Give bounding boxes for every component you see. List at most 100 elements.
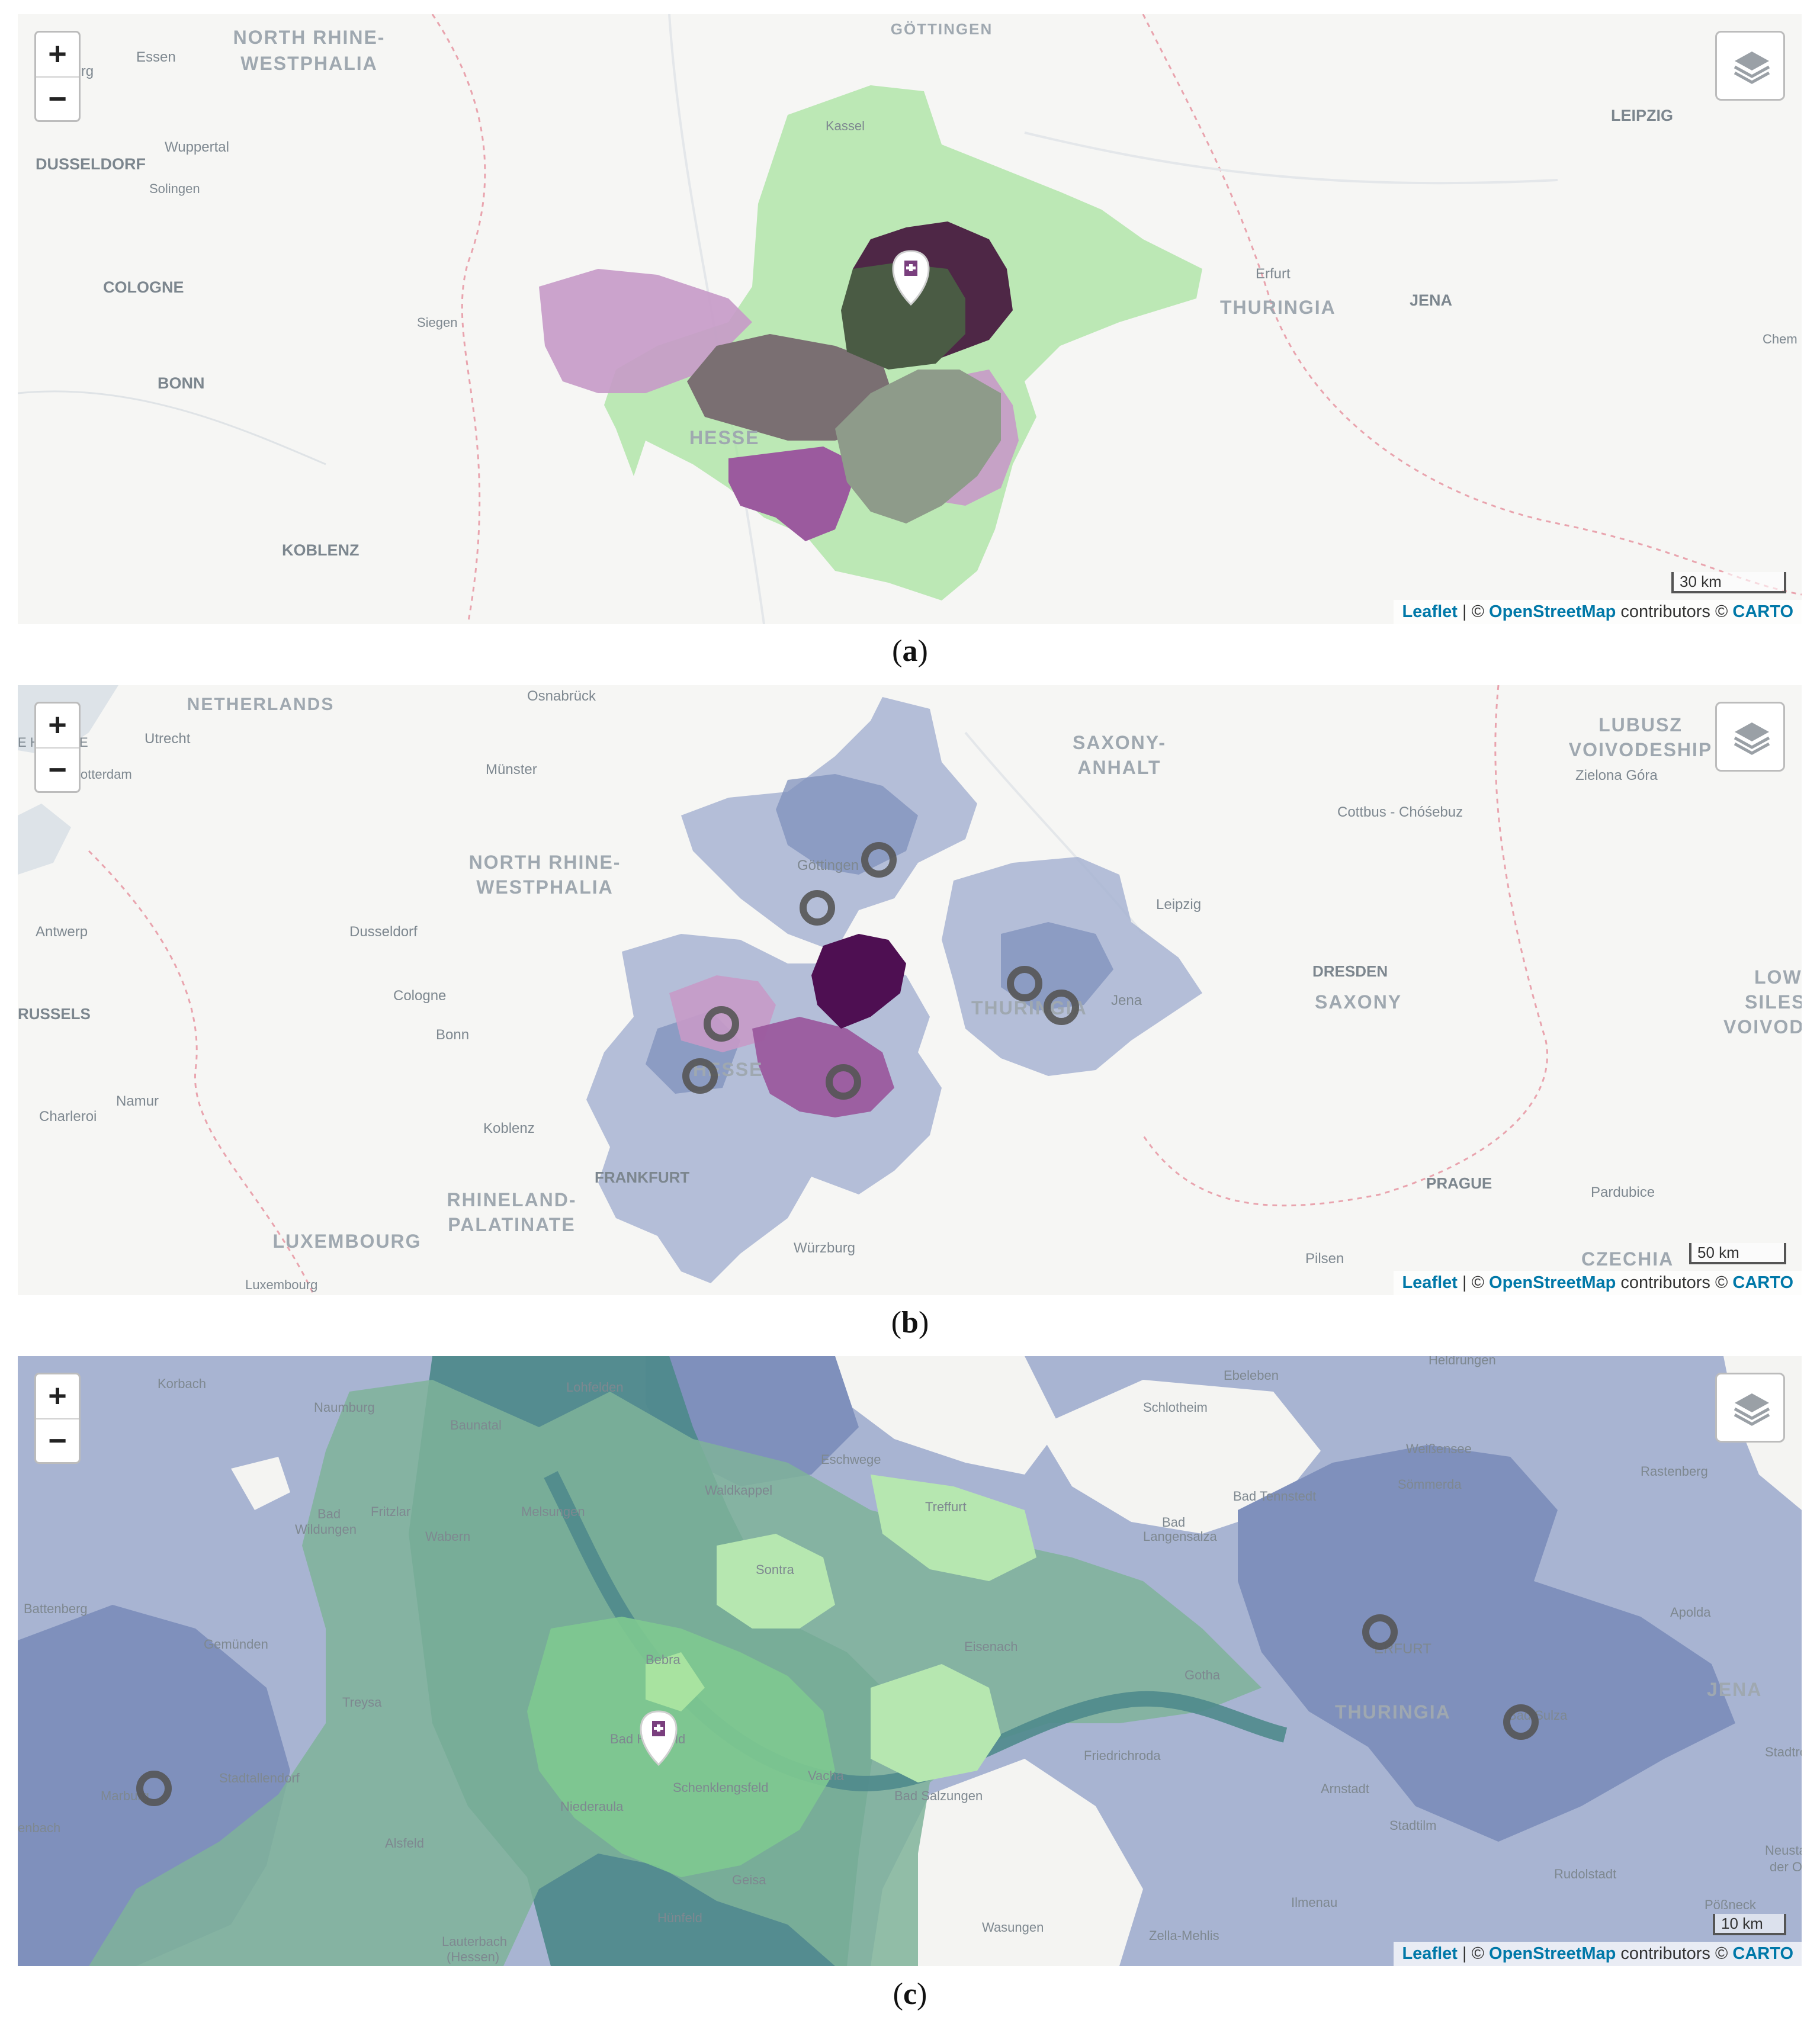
ring-marker-icon[interactable] xyxy=(1503,1704,1539,1740)
scale-bar: 50 km xyxy=(1689,1243,1786,1264)
place-label: VOIVOD xyxy=(1723,1016,1802,1038)
place-label: Naumburg xyxy=(314,1400,375,1415)
carto-link[interactable]: CARTO xyxy=(1732,1944,1793,1963)
place-label: Cottbus - Chóśebuz xyxy=(1337,804,1463,820)
attribution-text: | © xyxy=(1457,1273,1490,1292)
ring-marker-icon[interactable] xyxy=(826,1064,861,1100)
place-label: Stadtallendorf xyxy=(219,1771,300,1785)
ring-marker-icon[interactable] xyxy=(1007,966,1042,1001)
place-label: Pardubice xyxy=(1591,1184,1655,1200)
place-label: Treffurt xyxy=(925,1499,967,1514)
place-label: WESTPHALIA xyxy=(240,53,378,74)
place-label: Pilsen xyxy=(1305,1251,1344,1267)
place-label: Weißensee xyxy=(1406,1441,1472,1456)
caption-b: (b) xyxy=(891,1306,929,1340)
attribution-text: | © xyxy=(1457,602,1490,621)
place-label: Neustad xyxy=(1765,1843,1802,1858)
place-label: Lohfelden xyxy=(566,1380,624,1395)
place-label: Langensalza xyxy=(1143,1529,1218,1544)
ring-marker-icon[interactable] xyxy=(136,1771,172,1806)
layers-icon xyxy=(1734,52,1770,84)
ring-marker-icon[interactable] xyxy=(682,1058,718,1094)
place-label: LUXEMBOURG xyxy=(272,1231,421,1252)
place-label: Leipzig xyxy=(1156,897,1201,913)
place-label: Melsungen xyxy=(521,1504,585,1519)
place-label: Charleroi xyxy=(39,1109,97,1125)
zoom-in-button[interactable]: + xyxy=(36,33,79,78)
place-label: BONN xyxy=(158,374,205,392)
ring-marker-icon[interactable] xyxy=(704,1006,739,1042)
place-label: LUBUSZ xyxy=(1598,714,1683,735)
place-label: Alsfeld xyxy=(385,1836,424,1851)
ring-marker-icon[interactable] xyxy=(1044,990,1079,1025)
place-label: Utrecht xyxy=(145,731,191,747)
carto-link[interactable]: CARTO xyxy=(1732,1273,1793,1292)
leaflet-link[interactable]: Leaflet xyxy=(1402,1273,1458,1292)
layers-button[interactable] xyxy=(1715,1373,1785,1443)
purple-area-west xyxy=(539,269,752,393)
place-label: NORTH RHINE- xyxy=(233,27,386,48)
osm-link[interactable]: OpenStreetMap xyxy=(1489,1944,1616,1963)
zoom-out-button[interactable]: − xyxy=(48,752,67,788)
place-label: JENA xyxy=(1707,1679,1762,1700)
place-label: Bad Salzungen xyxy=(894,1788,983,1803)
map-canvas-b[interactable]: NETHERLANDS Osnabrück Utrecht E H E Rott… xyxy=(18,685,1802,1295)
zoom-out-button[interactable]: − xyxy=(48,1423,67,1459)
place-label: THURINGIA xyxy=(1335,1701,1451,1723)
place-label: COLOGNE xyxy=(103,278,184,296)
zoom-in-button[interactable]: + xyxy=(36,704,79,749)
osm-link[interactable]: OpenStreetMap xyxy=(1489,1273,1616,1292)
layers-button[interactable] xyxy=(1715,702,1785,772)
ring-marker-icon[interactable] xyxy=(1362,1614,1398,1650)
place-label: Eisenach xyxy=(964,1639,1018,1654)
place-label: HESSE xyxy=(689,427,759,448)
place-label: PALATINATE xyxy=(448,1214,576,1235)
purple-area-west xyxy=(669,975,776,1052)
hospital-marker-icon[interactable] xyxy=(892,250,930,306)
grey-brown-area xyxy=(687,334,894,441)
place-label: Osnabrück xyxy=(527,688,596,704)
map-canvas-c[interactable]: Korbach Naumburg Baunatal Lohfelden Ebel… xyxy=(18,1356,1802,1966)
place-label: WESTPHALIA xyxy=(476,876,614,898)
place-label: Kassel xyxy=(826,118,865,133)
zoom-control: + − xyxy=(34,31,81,122)
zoom-in-button[interactable]: + xyxy=(36,1374,79,1419)
zoom-out-button[interactable]: − xyxy=(48,81,67,117)
map-panel-c[interactable]: Korbach Naumburg Baunatal Lohfelden Ebel… xyxy=(18,1356,1802,1966)
ring-marker-icon[interactable] xyxy=(861,842,897,878)
layers-button[interactable] xyxy=(1715,31,1785,101)
scale-bar: 30 km xyxy=(1671,572,1786,593)
place-label: SILES xyxy=(1745,991,1802,1013)
place-label: enbach xyxy=(18,1820,60,1835)
place-label: ANHALT xyxy=(1077,757,1161,778)
place-label: Heldrungen xyxy=(1429,1356,1496,1367)
place-label: Gemünden xyxy=(204,1637,268,1652)
attribution-text: | © xyxy=(1457,1944,1490,1963)
place-label: Bad Tennstedt xyxy=(1233,1489,1316,1504)
place-label: Treysa xyxy=(342,1695,382,1710)
map-panel-b[interactable]: NETHERLANDS Osnabrück Utrecht E H E Rott… xyxy=(18,685,1802,1295)
leaflet-link[interactable]: Leaflet xyxy=(1402,1944,1458,1963)
place-label: Eschwege xyxy=(821,1452,881,1467)
place-label: VOIVODESHIP xyxy=(1569,739,1713,760)
place-label: NETHERLANDS xyxy=(187,695,335,714)
hospital-marker-icon[interactable] xyxy=(640,1710,678,1766)
place-label: PRAGUE xyxy=(1426,1174,1492,1192)
place-label: Bad xyxy=(1162,1515,1185,1530)
place-label: Geisa xyxy=(732,1872,766,1887)
place-label: RUSSELS xyxy=(18,1005,91,1023)
leaflet-link[interactable]: Leaflet xyxy=(1402,602,1458,621)
zoom-control: + − xyxy=(34,1373,81,1464)
carto-link[interactable]: CARTO xyxy=(1732,602,1793,621)
place-label: DUSSELDORF xyxy=(36,155,146,173)
place-label: Pößneck xyxy=(1705,1897,1757,1912)
place-label: Gotha xyxy=(1185,1668,1221,1682)
attribution: Leaflet | © OpenStreetMap contributors ©… xyxy=(1394,1942,1802,1966)
ring-marker-icon[interactable] xyxy=(800,890,835,926)
map-canvas-a[interactable]: GÖTTINGEN NORTH RHINE- WESTPHALIA Essen … xyxy=(18,14,1802,624)
place-label: Wildungen xyxy=(295,1522,357,1537)
scale-bar: 10 km xyxy=(1713,1914,1786,1935)
osm-link[interactable]: OpenStreetMap xyxy=(1489,602,1616,621)
map-panel-a[interactable]: GÖTTINGEN NORTH RHINE- WESTPHALIA Essen … xyxy=(18,14,1802,624)
place-label: Münster xyxy=(486,762,537,778)
